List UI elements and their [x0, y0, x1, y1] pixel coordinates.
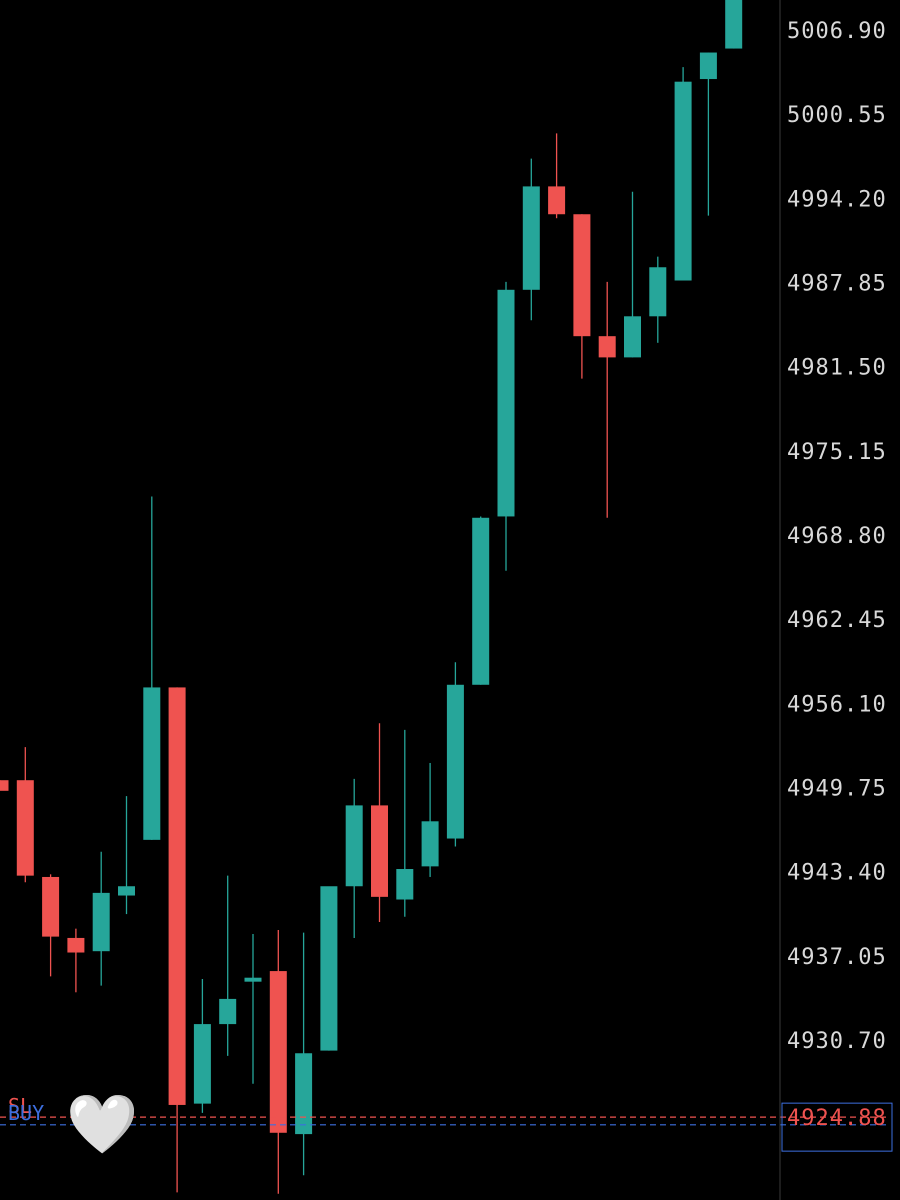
candle-body: [497, 289, 515, 517]
candle-body: [320, 886, 338, 1051]
candle-body: [244, 977, 262, 982]
candle-body: [168, 687, 186, 1105]
candle: [168, 687, 186, 1193]
candle: [699, 52, 717, 216]
candle-body: [42, 876, 60, 937]
heart-icon[interactable]: 🤍: [66, 1090, 139, 1158]
candle: [598, 281, 616, 518]
price-tick-label: 4930.70: [787, 1029, 887, 1054]
candle-body: [92, 892, 110, 952]
candle: [624, 191, 641, 358]
candle: [42, 874, 60, 977]
candle: [371, 723, 388, 923]
candles-layer: [0, 0, 743, 1194]
candle-body: [0, 780, 9, 791]
candle-body: [371, 805, 388, 897]
candle: [67, 928, 85, 993]
price-tick-label: 4968.80: [787, 524, 887, 549]
candle: [269, 929, 287, 1194]
candle-body: [143, 687, 161, 840]
price-tick-label: 4987.85: [787, 272, 887, 297]
candle: [649, 256, 667, 343]
candle-body: [118, 886, 135, 896]
candle: [497, 281, 515, 571]
price-tick-label: 5000.55: [787, 103, 887, 128]
price-tick-label: 4975.15: [787, 440, 887, 465]
candle-body: [421, 821, 439, 867]
price-tick-label: 4943.40: [787, 861, 887, 886]
candle-body: [446, 684, 464, 839]
candle: [725, 0, 743, 49]
candle-body: [396, 869, 414, 900]
candle-body: [674, 81, 692, 281]
candle: [446, 662, 464, 847]
candle-body: [649, 267, 667, 317]
candle: [548, 133, 566, 219]
price-tick-label: 5006.90: [787, 19, 887, 44]
candle-body: [598, 336, 616, 358]
candle: [345, 778, 363, 938]
candle-body: [624, 316, 641, 358]
candle: [295, 932, 313, 1176]
candle: [421, 762, 439, 877]
sl-tag-label: SL: [8, 1094, 32, 1118]
candle-body: [522, 186, 540, 290]
candle: [573, 214, 591, 379]
buy-tag-label: BUY: [8, 1101, 44, 1125]
candle: [16, 747, 34, 883]
candle: [193, 979, 211, 1113]
price-tick-label: 4981.50: [787, 356, 887, 381]
candle-body: [725, 0, 743, 49]
price-tick-label: 4949.75: [787, 777, 887, 802]
price-tick-label: 4962.45: [787, 608, 887, 633]
candle: [396, 729, 414, 917]
price-tick-label: 4994.20: [787, 187, 887, 212]
current-price-label: 4924.88: [787, 1106, 887, 1131]
candle-body: [573, 214, 591, 337]
candle: [244, 933, 262, 1084]
candle-body: [472, 517, 490, 685]
candle-body: [345, 805, 363, 887]
candle-body: [219, 998, 237, 1025]
candle-body: [269, 971, 287, 1133]
candle: [522, 158, 540, 321]
candle: [320, 886, 338, 1051]
candle-body: [699, 52, 717, 80]
current-price-box: [781, 1102, 893, 1152]
candle: [219, 875, 237, 1056]
candle-body: [67, 937, 85, 953]
order-lines-layer: [0, 1116, 890, 1126]
candle-body: [295, 1053, 313, 1135]
candle: [118, 796, 135, 915]
candle: [0, 780, 9, 791]
price-axis[interactable]: 5006.90 5000.55 4994.20 4987.85 4981.50 4975.…: [787, 19, 887, 1054]
candle: [92, 851, 110, 986]
candle-body: [193, 1024, 211, 1104]
candle: [472, 516, 490, 685]
candle-body: [548, 186, 566, 215]
price-tick-label: 4937.05: [787, 945, 887, 970]
candle-body: [16, 780, 34, 876]
price-tick-label: 4956.10: [787, 692, 887, 717]
candle: [143, 496, 161, 840]
candle: [674, 67, 692, 281]
